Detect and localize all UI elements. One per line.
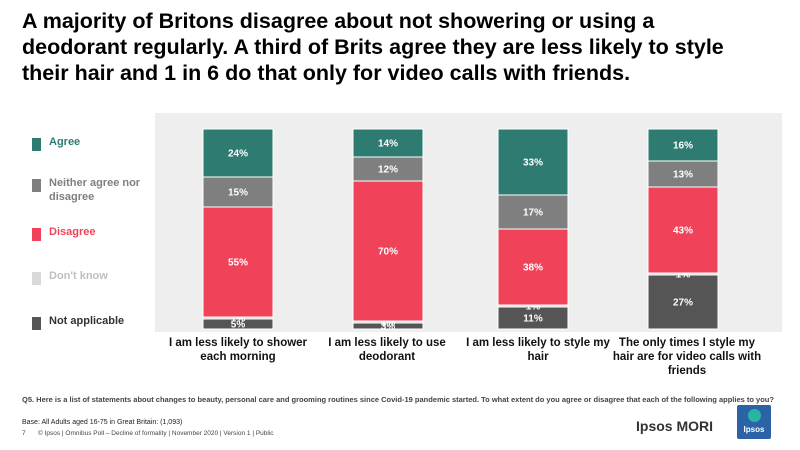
category-label-style-hair: I am less likely to style my hair xyxy=(466,337,610,363)
base-note: Base: All Adults aged 16-75 in Great Bri… xyxy=(22,419,183,426)
footer-copyright: © Ipsos | Omnibus Poll – Decline of form… xyxy=(38,430,274,437)
legend-swatch-neither xyxy=(32,179,41,192)
page-number: 7 xyxy=(22,430,26,437)
stacked-bar-chart: 5%1%55%15%24%3%1%70%12%14%11%1%38%17%33%… xyxy=(202,128,719,333)
legend-swatch-not-applicable xyxy=(32,317,41,330)
bar-segment-disagree-1 xyxy=(202,206,274,318)
category-label-shower: I am less likely to shower each morning xyxy=(168,337,308,363)
legend-swatch-agree xyxy=(32,138,41,151)
data-label-disagree-3: 38% xyxy=(523,263,543,274)
bar-segment-disagree-3 xyxy=(497,228,569,306)
legend-label-not-applicable: Not applicable xyxy=(49,315,125,327)
data-label-dont-know-2: 1% xyxy=(381,318,396,329)
plot-area: 5% 1% 55% 15% 24% 3% 1% 70% 12% 14% 11% 1% 38% 17% 33%… xyxy=(155,113,782,332)
legend-swatch-dont-know xyxy=(32,272,41,285)
data-label-disagree-2: 70% xyxy=(378,247,398,258)
data-label-disagree-1: 55% xyxy=(228,258,248,269)
logo-wordmark: Ipsos xyxy=(743,425,765,434)
data-label-dont-know-3: 1% xyxy=(526,302,541,313)
bar-segment-agree-3 xyxy=(497,128,569,196)
bar-segment-agree-2 xyxy=(352,128,424,158)
bar-segment-agree-1 xyxy=(202,128,274,178)
data-label-agree-4: 16% xyxy=(673,141,693,152)
legend-label-agree: Agree xyxy=(49,136,81,148)
footer: 7 © Ipsos | Omnibus Poll – Decline of for… xyxy=(22,430,274,437)
legend-swatch-disagree xyxy=(32,228,41,241)
data-label-neither-4: 13% xyxy=(673,170,693,181)
ipsos-logo: Ipsos xyxy=(737,405,771,439)
bar-segment-neither-4 xyxy=(647,160,719,188)
data-label-neither-1: 15% xyxy=(228,188,248,199)
bar-segment-neither-3 xyxy=(497,194,569,230)
data-label-not-applicable-4: 27% xyxy=(673,298,693,309)
category-label-deodorant: I am less likely to use deodorant xyxy=(328,337,446,363)
data-label-neither-3: 17% xyxy=(523,208,543,219)
bar-segment-agree-4 xyxy=(647,128,719,162)
legend-label-disagree: Disagree xyxy=(49,226,96,238)
data-label-dont-know-4: 1% xyxy=(676,270,691,281)
bar-segment-neither-1 xyxy=(202,176,274,208)
category-label-video-calls: The only times I style my hair are for v… xyxy=(612,337,762,377)
data-label-neither-2: 12% xyxy=(378,165,398,176)
survey-question-note: Q5. Here is a list of statements about c… xyxy=(22,395,774,404)
legend-label-dont-know: Don't know xyxy=(49,270,108,282)
brand-name: Ipsos MORI xyxy=(636,418,714,434)
logo-dot-icon xyxy=(748,409,761,422)
data-label-agree-2: 14% xyxy=(378,139,398,150)
data-label-agree-3: 33% xyxy=(523,158,543,169)
data-label-not-applicable-1: 5% xyxy=(231,320,246,331)
slide-title: A majority of Britons disagree about not… xyxy=(22,9,724,85)
data-label-disagree-4: 43% xyxy=(673,226,693,237)
data-label-not-applicable-2: 3% xyxy=(381,322,396,333)
bar-segment-disagree-4 xyxy=(647,186,719,274)
legend-label-neither: Neither agree nor disagree xyxy=(49,177,141,203)
data-label-dont-know-1: 1% xyxy=(231,314,246,325)
data-label-not-applicable-3: 11% xyxy=(523,314,543,325)
bar-segment-not-applicable-4 xyxy=(647,274,719,330)
data-label-agree-1: 24% xyxy=(228,149,248,160)
